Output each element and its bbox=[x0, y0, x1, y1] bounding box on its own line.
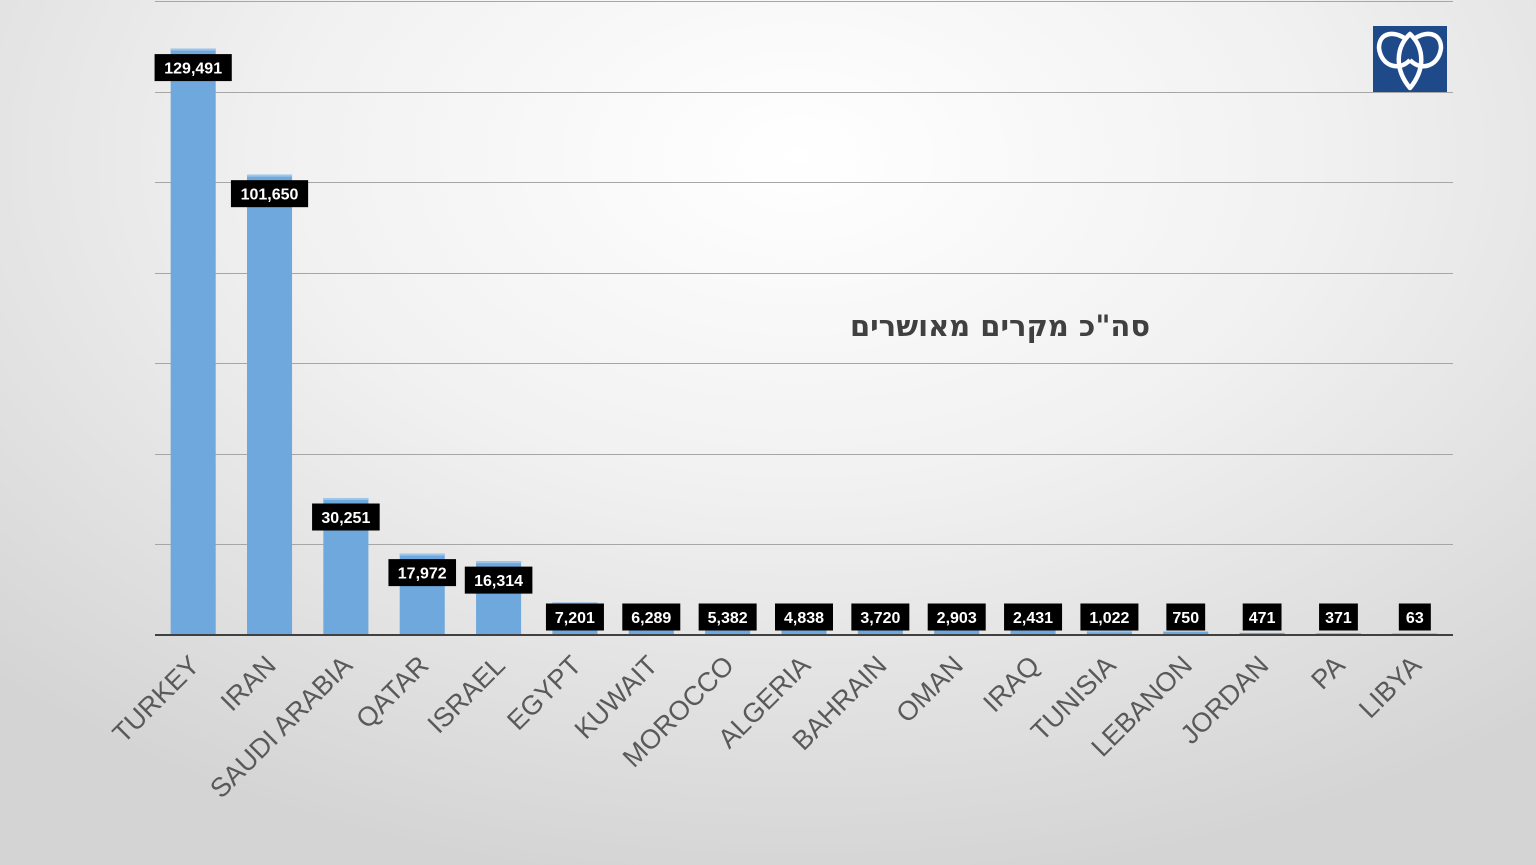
chart-title: סה"כ מקרים מאושרים bbox=[850, 309, 1150, 343]
value-labels: 129,491 101,650 30,251 17,972 16,314 7,201 6,2… bbox=[154, 54, 1431, 631]
data-label-text: 63 bbox=[1406, 610, 1424, 627]
triquetra-logo-icon bbox=[1373, 26, 1447, 92]
data-label: 6,289 bbox=[622, 603, 681, 631]
data-label-text: 17,972 bbox=[398, 566, 447, 583]
data-label-text: 371 bbox=[1325, 610, 1352, 627]
data-label-box bbox=[1166, 603, 1206, 631]
data-label-box bbox=[775, 603, 833, 631]
data-label-box bbox=[312, 503, 380, 531]
data-label-text: 7,201 bbox=[555, 610, 595, 627]
data-label-text: 3,720 bbox=[860, 610, 900, 627]
bar-highlight bbox=[247, 174, 293, 177]
bar-highlight bbox=[476, 561, 522, 564]
data-label: 30,251 bbox=[312, 503, 380, 531]
data-label-box bbox=[230, 180, 309, 208]
data-label-box bbox=[154, 54, 232, 82]
data-label: 471 bbox=[1242, 603, 1282, 631]
bar bbox=[1086, 630, 1132, 635]
data-label-box bbox=[388, 559, 457, 587]
bar-highlight bbox=[1086, 630, 1132, 633]
bar-highlight bbox=[170, 48, 216, 51]
data-label-box bbox=[698, 603, 757, 631]
data-label-text: 471 bbox=[1249, 610, 1276, 627]
gridlines bbox=[155, 1, 1453, 545]
data-label: 2,431 bbox=[1004, 603, 1063, 631]
bar bbox=[1163, 631, 1209, 635]
data-label-box bbox=[545, 603, 604, 631]
data-label: 1,022 bbox=[1080, 603, 1139, 631]
data-label: 7,201 bbox=[545, 603, 604, 631]
category-label: OMAN bbox=[890, 650, 968, 728]
data-label: 101,650 bbox=[230, 180, 309, 208]
data-label-box bbox=[927, 603, 986, 631]
bar-highlight bbox=[399, 553, 445, 556]
data-label: 16,314 bbox=[464, 566, 533, 594]
data-label: 3,720 bbox=[851, 603, 910, 631]
data-label-text: 129,491 bbox=[164, 61, 222, 78]
bar bbox=[1239, 632, 1285, 635]
data-label-box bbox=[851, 603, 910, 631]
data-label-box bbox=[622, 603, 681, 631]
category-label: LIBYA bbox=[1353, 650, 1427, 724]
data-label-box bbox=[1398, 603, 1431, 631]
data-label-text: 750 bbox=[1172, 610, 1199, 627]
data-label: 4,838 bbox=[775, 603, 833, 631]
data-label-box bbox=[464, 566, 533, 594]
data-label-box bbox=[1242, 603, 1282, 631]
data-label-text: 2,431 bbox=[1013, 610, 1053, 627]
bar-highlight bbox=[552, 602, 598, 605]
data-label: 371 bbox=[1319, 603, 1358, 631]
data-label: 750 bbox=[1166, 603, 1206, 631]
data-label: 2,903 bbox=[927, 603, 986, 631]
data-label-box bbox=[1080, 603, 1139, 631]
data-label: 63 bbox=[1398, 603, 1431, 631]
data-label-text: 30,251 bbox=[321, 510, 370, 527]
data-label: 17,972 bbox=[388, 559, 457, 587]
data-label-text: 16,314 bbox=[474, 573, 523, 590]
category-label: SAUDI ARABIA bbox=[204, 650, 358, 804]
data-label-text: 1,022 bbox=[1089, 610, 1129, 627]
bars bbox=[170, 48, 1438, 635]
category-label: ISRAEL bbox=[422, 650, 511, 739]
category-label: IRAQ bbox=[977, 650, 1045, 718]
category-label: IRAN bbox=[215, 650, 282, 717]
category-label: QATAR bbox=[350, 650, 434, 734]
data-label-text: 6,289 bbox=[631, 610, 671, 627]
data-label-box bbox=[1319, 603, 1358, 631]
data-label: 129,491 bbox=[154, 54, 232, 82]
data-label-box bbox=[1004, 603, 1063, 631]
data-label: 5,382 bbox=[698, 603, 757, 631]
category-label: TURKEY bbox=[107, 650, 206, 749]
bar bbox=[170, 48, 216, 635]
data-label-text: 101,650 bbox=[241, 187, 299, 204]
data-label-text: 2,903 bbox=[937, 610, 977, 627]
data-label-text: 4,838 bbox=[784, 610, 824, 627]
bar bbox=[247, 174, 293, 635]
category-label: PA bbox=[1305, 650, 1350, 695]
data-label-text: 5,382 bbox=[708, 610, 748, 627]
bar-highlight bbox=[323, 498, 369, 501]
